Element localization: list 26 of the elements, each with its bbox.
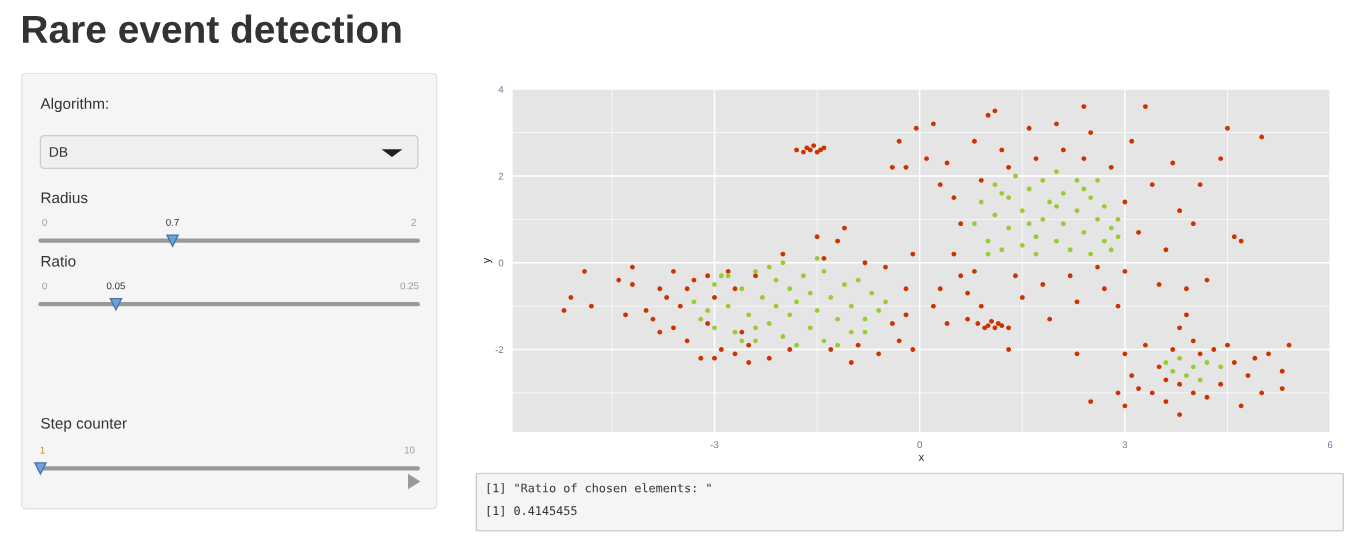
text: [1] "Ratio of chosen elements: " <box>487 483 711 494</box>
text: Step counter <box>41 417 127 432</box>
text: [1] 0.4145455 <box>487 506 577 517</box>
y-tick-label: 2 <box>498 172 504 180</box>
y-tick-label: 4 <box>498 86 504 93</box>
text: Ratio <box>41 255 76 267</box>
x-tick-label: 6 <box>1327 441 1333 449</box>
x-tick-label: 3 <box>1122 441 1128 449</box>
text: 0.25 <box>400 282 419 290</box>
text: 0.7 <box>166 218 179 226</box>
x-tick-label: -3 <box>710 441 719 449</box>
text: 2 <box>411 218 416 226</box>
text: Radius <box>41 191 88 204</box>
x-tick-label: 0 <box>917 441 923 449</box>
text: DB <box>49 147 68 157</box>
text: 0 <box>42 282 47 290</box>
text: 0.05 <box>106 282 125 290</box>
y-tick-label: -2 <box>495 346 504 354</box>
text: 0 <box>42 218 47 226</box>
y-tick-label: 0 <box>498 259 504 267</box>
y-axis-title: y <box>484 257 493 264</box>
text: 1 <box>40 446 45 454</box>
text: Rare event detection <box>23 14 401 44</box>
text: Algorithm: <box>40 97 108 113</box>
x-axis-title: x <box>918 454 925 461</box>
text: 10 <box>404 446 415 454</box>
